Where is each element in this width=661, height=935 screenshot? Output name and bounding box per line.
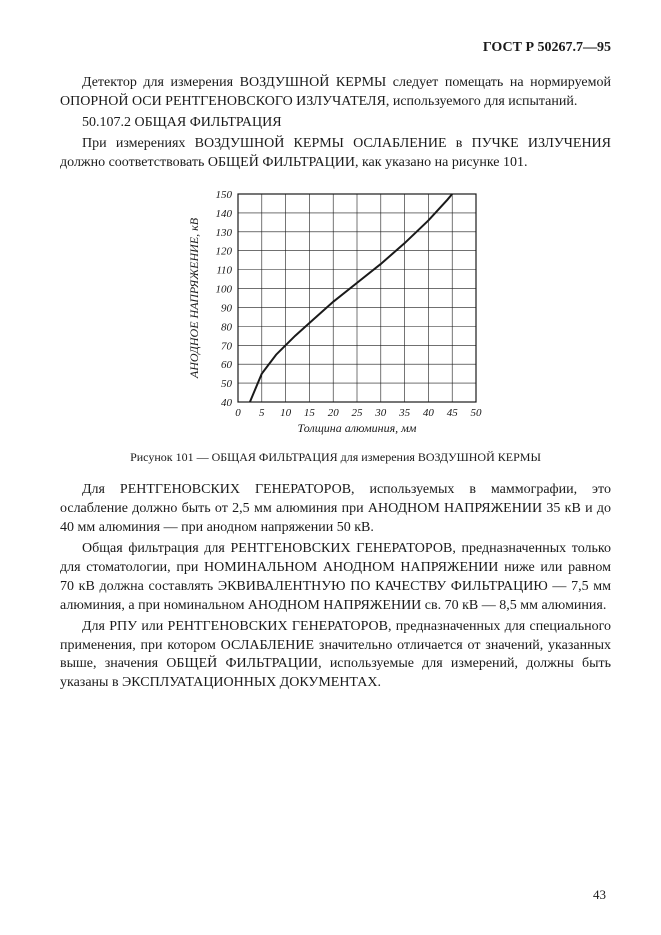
x-tick-label: 20 <box>327 407 339 419</box>
y-tick-label: 130 <box>215 227 232 239</box>
page-number: 43 <box>593 887 606 903</box>
y-tick-label: 60 <box>221 360 233 372</box>
y-tick-label: 120 <box>215 246 232 258</box>
paragraph-5: Общая фильтрация для РЕНТГЕНОВСКИХ ГЕНЕР… <box>60 540 611 616</box>
section-number: 50.107.2 ОБЩАЯ ФИЛЬТРАЦИЯ <box>60 114 611 133</box>
x-tick-label: 35 <box>398 407 411 419</box>
x-tick-label: 5 <box>259 407 265 419</box>
filtration-chart: 0 5 10 15 20 25 30 35 40 45 50 40 50 60 70 80 90 100 110 12… <box>176 184 496 444</box>
x-tick-label: 15 <box>303 407 315 419</box>
document-code: ГОСТ Р 50267.7—95 <box>60 40 611 56</box>
document-page: { "header": { "code": "ГОСТ Р 50267.7—95… <box>0 0 661 935</box>
y-tick-label: 40 <box>221 397 233 409</box>
y-tick-label: 70 <box>221 341 233 353</box>
x-tick-label: 40 <box>422 407 434 419</box>
x-tick-label: 10 <box>280 407 292 419</box>
y-tick-label: 110 <box>216 265 232 277</box>
x-tick-label: 0 <box>235 407 241 419</box>
y-tick-label: 90 <box>221 303 233 315</box>
x-axis-label: Толщина алюминия, мм <box>297 421 416 435</box>
y-tick-label: 140 <box>215 208 232 220</box>
x-tick-label: 50 <box>470 407 482 419</box>
paragraph-4: Для РЕНТГЕНОВСКИХ ГЕНЕРАТОРОВ, используе… <box>60 481 611 538</box>
x-tick-label: 25 <box>351 407 363 419</box>
y-tick-label: 100 <box>215 284 232 296</box>
paragraph-1: Детектор для измерения ВОЗДУШНОЙ КЕРМЫ с… <box>60 74 611 112</box>
chart-svg: 0 5 10 15 20 25 30 35 40 45 50 40 50 60 70 80 90 100 110 12… <box>176 184 496 444</box>
x-tick-label: 45 <box>446 407 458 419</box>
paragraph-6: Для РПУ или РЕНТГЕНОВСКИХ ГЕНЕРАТОРОВ, п… <box>60 618 611 694</box>
y-tick-label: 80 <box>221 322 233 334</box>
y-tick-label: 150 <box>215 189 232 201</box>
x-tick-label: 30 <box>374 407 387 419</box>
y-tick-label: 50 <box>221 379 233 391</box>
chart-caption: Рисунок 101 — ОБЩАЯ ФИЛЬТРАЦИЯ для измер… <box>60 450 611 465</box>
paragraph-3: При измерениях ВОЗДУШНОЙ КЕРМЫ ОСЛАБЛЕНИ… <box>60 135 611 173</box>
y-axis-label: АНОДНОЕ НАПРЯЖЕНИЕ, кВ <box>187 218 201 380</box>
